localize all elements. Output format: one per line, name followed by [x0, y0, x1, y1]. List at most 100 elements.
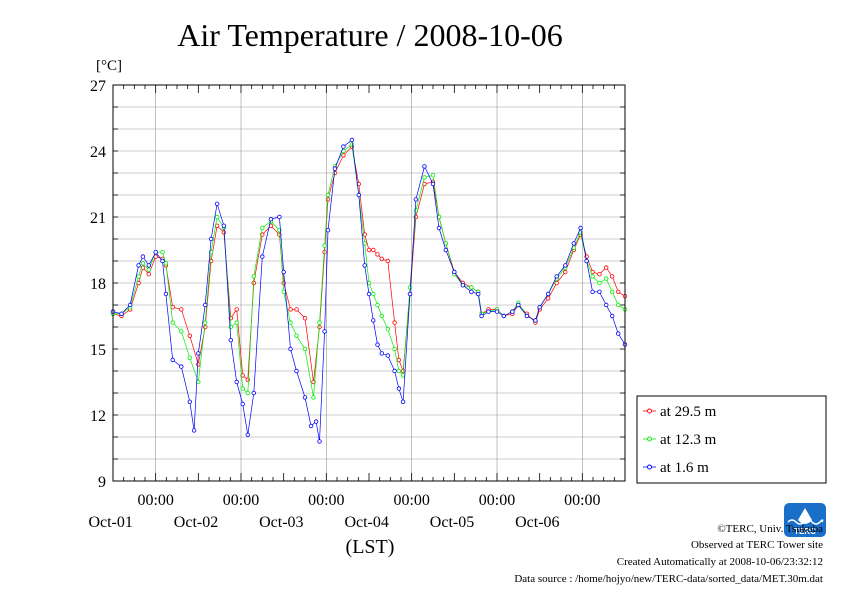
series-point [317, 439, 322, 444]
series-point [214, 214, 220, 220]
logo-text: TERC [794, 527, 816, 536]
series-point [366, 247, 372, 253]
series-point [294, 333, 299, 338]
grid-lines [113, 85, 625, 481]
series-point [325, 192, 331, 198]
series-point [187, 399, 192, 404]
series-line [112, 145, 626, 383]
series-point [288, 320, 293, 325]
series-point [308, 423, 314, 429]
series-point [234, 307, 239, 312]
x-axis-ticks: 00:00Oct-0100:00Oct-0200:00Oct-0300:00Oc… [88, 85, 626, 531]
series-point [460, 283, 466, 288]
series-point [341, 144, 346, 149]
series-point [322, 329, 327, 334]
series-point [349, 142, 355, 147]
series-point [341, 153, 346, 158]
series-point [160, 249, 165, 255]
series-point [251, 390, 256, 396]
series-point [375, 302, 380, 308]
series-point [604, 276, 609, 281]
series-point [208, 258, 214, 264]
series-point [430, 172, 436, 178]
series-point [119, 311, 124, 316]
series-point [616, 289, 621, 294]
series-point [379, 313, 384, 319]
series-point [240, 386, 245, 391]
footer-created: Created Automatically at 2008-10-06/23:3… [617, 556, 823, 568]
x-tick-date-label: Oct-02 [174, 514, 218, 531]
series-point [146, 263, 151, 268]
legend-marker [647, 464, 652, 470]
series-point [422, 164, 427, 169]
x-tick-time-label: 00:00 [308, 492, 344, 509]
series-point [469, 285, 474, 290]
series-point [524, 313, 530, 319]
series-point [268, 216, 274, 222]
y-tick-label: 15 [90, 342, 106, 359]
series-point [187, 355, 192, 360]
series-point [385, 353, 390, 358]
series-point [610, 289, 615, 294]
x-tick-time-label: 00:00 [137, 492, 173, 509]
series-point [452, 269, 457, 275]
series-point [371, 318, 376, 323]
series-point [202, 302, 208, 308]
series-point [379, 351, 384, 356]
series-point [281, 269, 286, 275]
x-tick-date-label: Oct-05 [430, 514, 474, 531]
series-point [228, 338, 233, 343]
series-point [392, 346, 397, 352]
series-point [610, 313, 615, 319]
series-point [616, 331, 621, 336]
series-point [590, 274, 595, 279]
series-point [294, 368, 299, 374]
series-point [146, 272, 151, 277]
y-axis-unit-label: [°C] [96, 58, 122, 74]
series-point [214, 201, 220, 206]
y-tick-label: 27 [90, 78, 106, 95]
series-point [554, 274, 559, 279]
series-point [392, 368, 397, 374]
legend: at 29.5 m at 12.3 m at 1.6 m [636, 395, 827, 484]
footer-source: Data source : /home/hojyo/new/TERC-data/… [514, 573, 823, 585]
series-point [208, 236, 214, 242]
series-point [554, 280, 559, 286]
series-point [494, 309, 500, 314]
series-point [392, 320, 397, 325]
series-point [202, 320, 208, 325]
series-point [302, 346, 308, 352]
series-point [302, 316, 308, 321]
x-axis-label: (LST) [346, 536, 395, 558]
chart-title: Air Temperature / 2008-10-06 [177, 17, 563, 53]
series-point [430, 181, 436, 187]
x-tick-time-label: 00:00 [479, 492, 515, 509]
series-point [288, 346, 293, 352]
series-point [375, 342, 380, 347]
series-point [163, 261, 169, 266]
series-point [413, 208, 419, 213]
series-point [375, 252, 380, 257]
series-point [571, 241, 576, 246]
series-point [400, 399, 406, 404]
series-point [136, 274, 141, 279]
series-point [479, 313, 484, 319]
series-point [170, 305, 175, 310]
series-point [584, 258, 589, 264]
series-group [110, 142, 628, 400]
series-point [140, 261, 146, 266]
series-point [371, 291, 376, 297]
series-point [469, 289, 474, 294]
series-point [356, 192, 361, 198]
terc-logo: TERC [784, 503, 826, 537]
x-tick-date-label: Oct-06 [515, 514, 559, 531]
series-point [234, 320, 239, 325]
series-point [366, 291, 372, 297]
series-point [413, 197, 419, 202]
series-point [240, 401, 245, 407]
y-axis-ticks: 9 12 15 18 21 24 27 [90, 78, 625, 491]
series-line [112, 139, 626, 442]
series-point [322, 249, 327, 255]
series-point [533, 318, 538, 323]
series-point [362, 241, 367, 246]
